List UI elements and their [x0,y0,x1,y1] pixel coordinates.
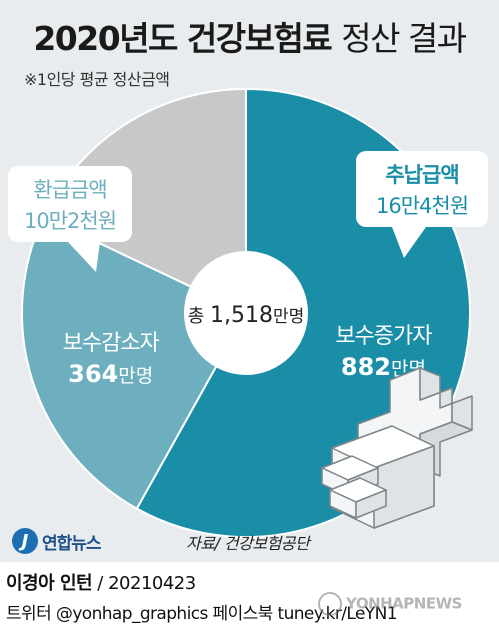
callout-title-additional: 추납급액 [385,163,458,187]
yonhap-logo: J 연합뉴스 [12,526,102,556]
callout-additional: 추납급액 16만4천원 [356,151,488,258]
center-disc [184,251,308,375]
watermark-circle-icon [318,592,342,616]
slice-value-decrease: 364만명 [68,360,153,388]
yonhap-logo-text: 연합뉴스 [42,533,102,554]
title-bold: 2020년도 건강보험료 [33,19,332,58]
page-title: 2020년도 건강보험료 정산 결과 [0,12,499,58]
callout-tail [392,227,426,258]
callout-amount-additional: 16만4천원 [376,194,468,218]
slice-label-decrease: 보수감소자 [63,331,160,356]
yonhap-logo-mark: J [12,528,38,554]
callout-amount-refund: 10만2천원 [24,209,116,233]
stack-box2-side [355,489,387,519]
title-light: 정산 결과 [341,19,467,58]
social-links: 트위터 @yonhap_graphics 페이스북 tuney.kr/LeYN1 [6,604,398,624]
callout-title-refund: 환급금액 [33,178,106,202]
hospital-cross-icon [321,367,473,529]
yonhap-watermark: YONHAPNEWS [318,592,462,616]
subtitle: ※1인당 평균 정산금액 [24,70,170,89]
watermark-text: YONHAPNEWS [346,594,462,613]
credit-line: 이경아 인턴 / 20210423 [6,569,196,595]
credit-date: / 20210423 [92,573,196,594]
callout-box [8,166,132,242]
credit-name: 이경아 인턴 [6,573,93,594]
callout-refund: 환급금액 10만2천원 [8,166,132,272]
center-total-label: 총 1,518만명 [188,303,305,328]
callout-box [356,151,488,227]
source-note: 자료/ 건강보험공단 [186,534,310,553]
callout-tail [68,242,100,272]
slice-label-increase: 보수증가자 [335,324,432,349]
